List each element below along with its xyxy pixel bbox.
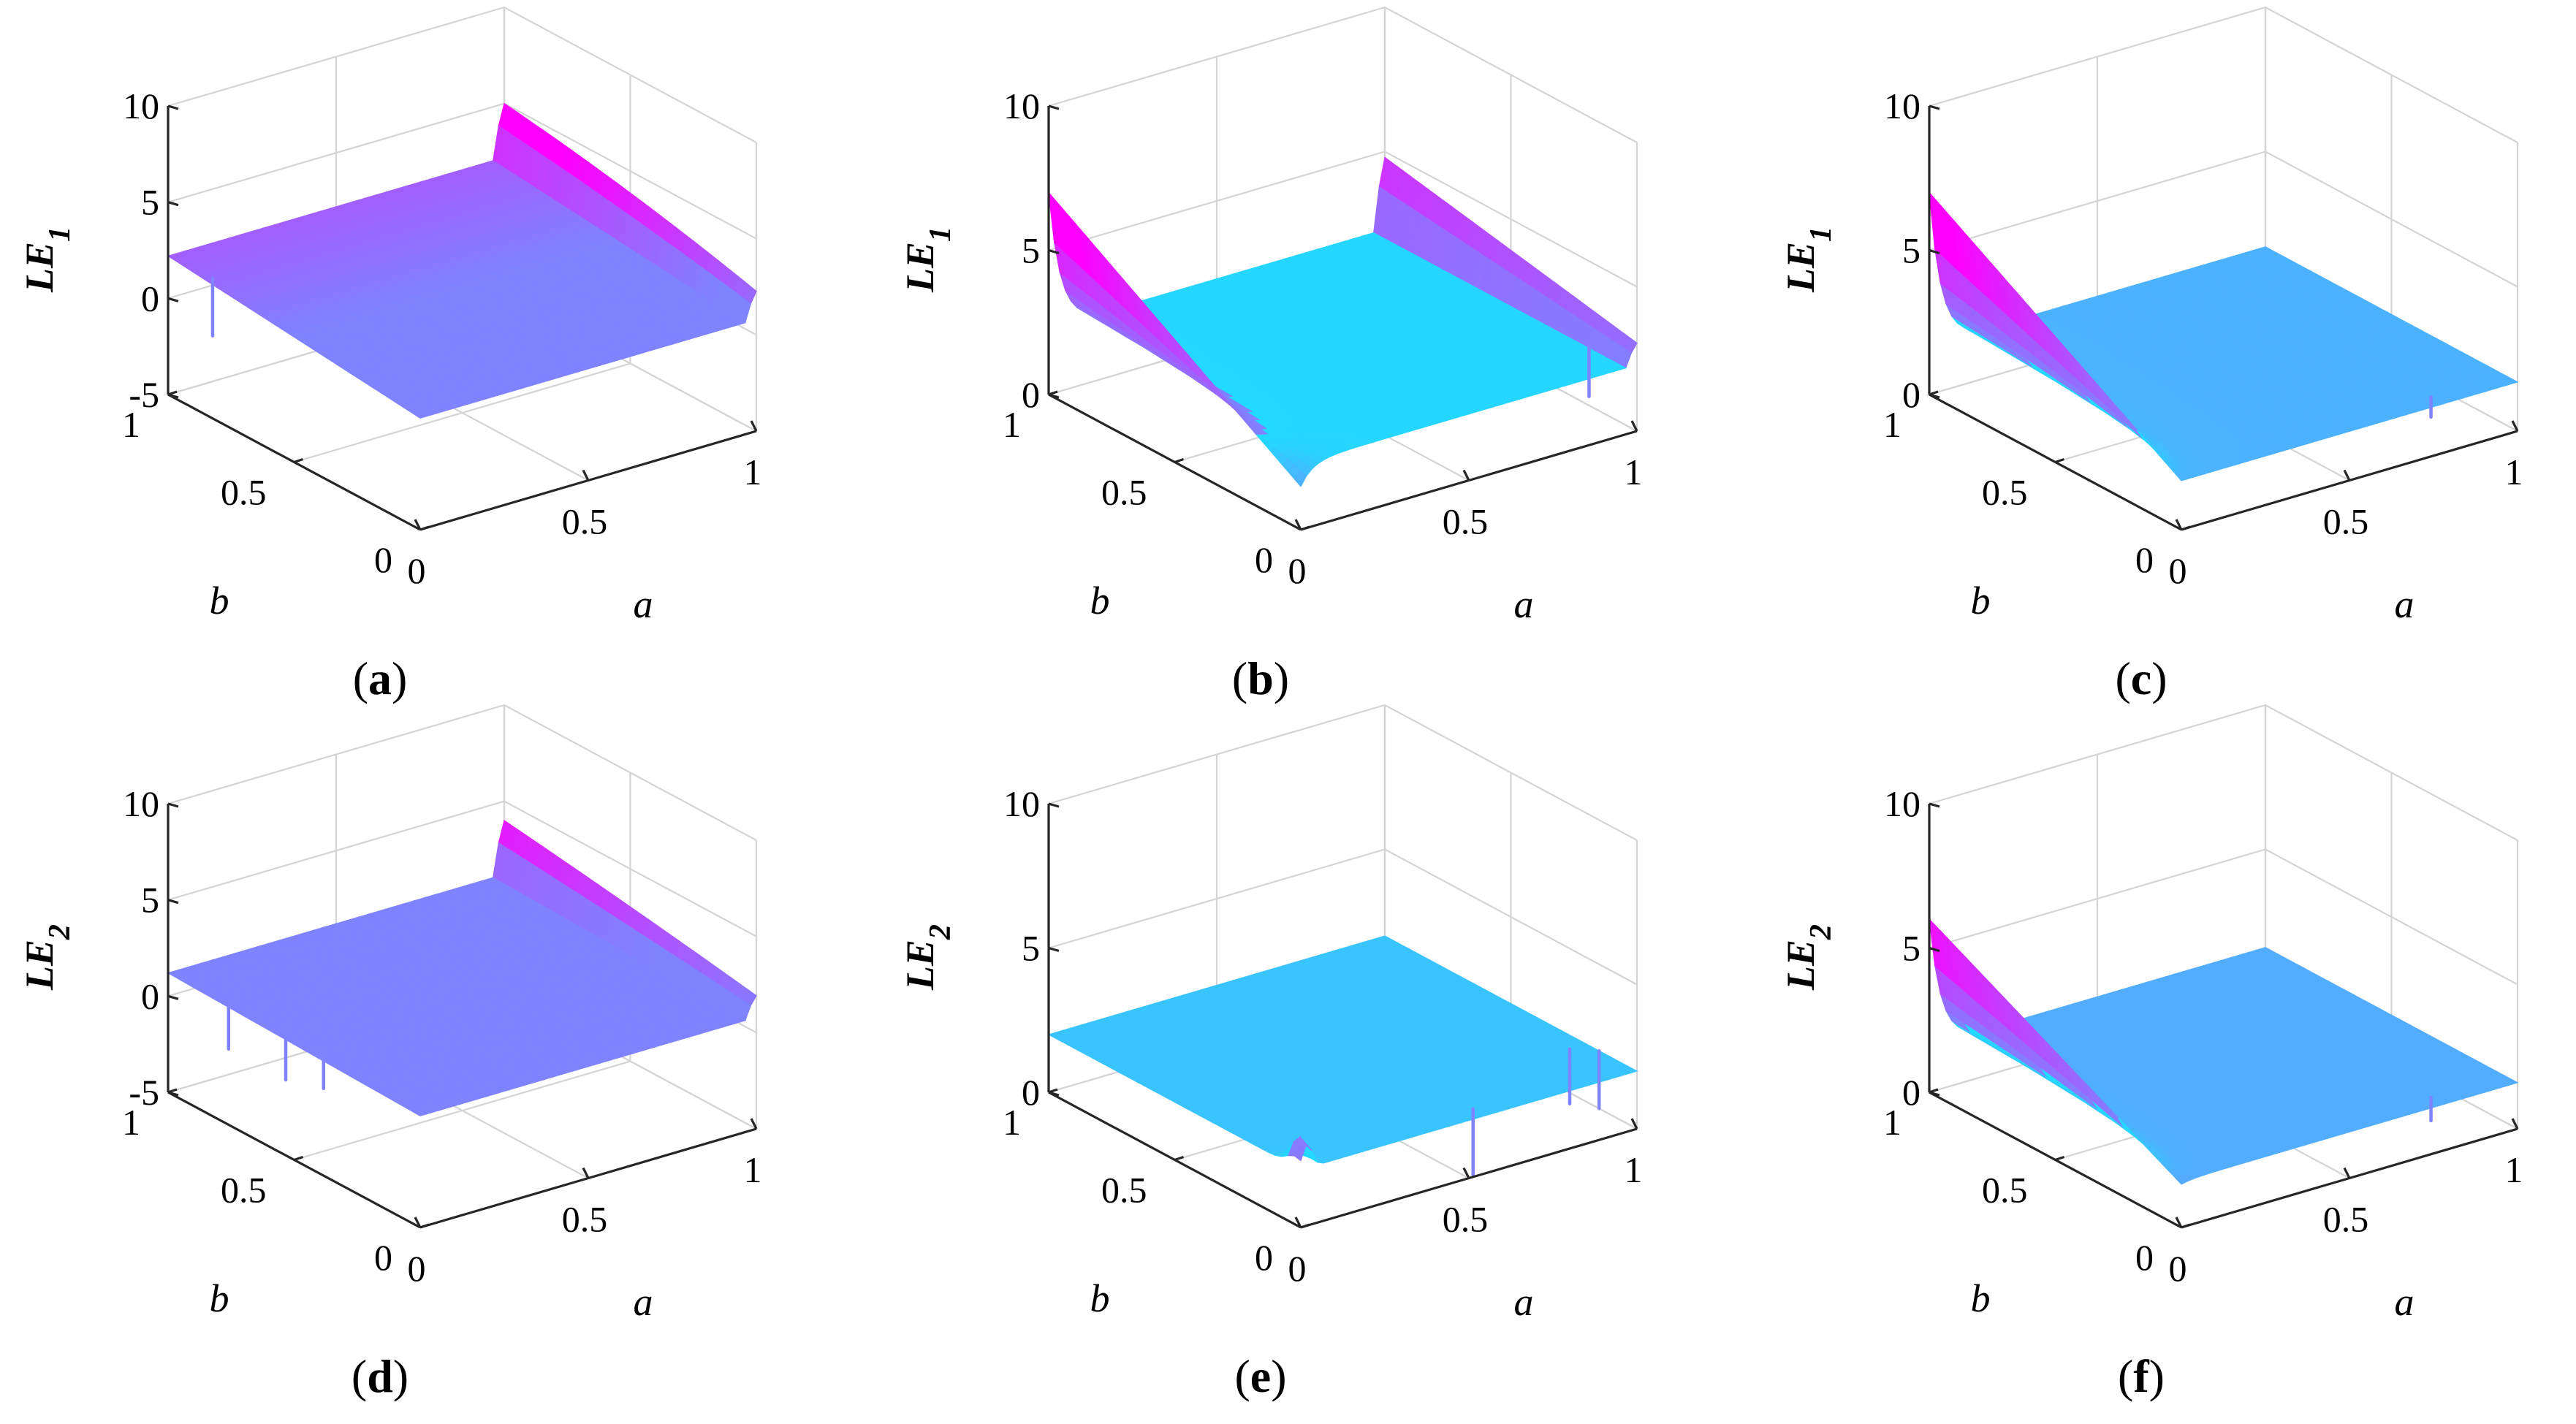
b-tick-mark [1174, 457, 1185, 464]
z-tick-mark [167, 393, 179, 399]
b-axis-label: b [1090, 579, 1110, 622]
a-tick-label: 1 [1625, 452, 1643, 492]
z-axis-label: LE1 [898, 226, 957, 293]
caption-open: ( [1232, 652, 1247, 704]
surface-c [1929, 191, 2519, 481]
z-axis-label-base: LE [18, 242, 61, 293]
b-tick-mark [1300, 525, 1310, 531]
a-tick-label: 0 [1288, 550, 1307, 591]
z-tick-label: 10 [1003, 85, 1040, 126]
grid-z-line [1929, 6, 2518, 143]
surface-b [1048, 156, 1638, 487]
caption-open: ( [353, 652, 368, 704]
panel-caption: (b) [1232, 652, 1289, 704]
z-tick-mark [1048, 393, 1060, 399]
z-tick-mark [167, 104, 179, 110]
z-axis-label: LE1 [18, 226, 77, 293]
b-tick-label: 0.5 [1101, 472, 1147, 513]
a-tick-label: 0 [408, 550, 426, 591]
caption-close: ) [1274, 652, 1289, 704]
b-tick-label: 0.5 [221, 472, 267, 513]
b-tick-label: 1 [1003, 404, 1021, 445]
b-tick-mark [419, 525, 430, 531]
z-axis-label-base: LE [898, 242, 942, 293]
caption-letter: b [1247, 652, 1274, 704]
z-axis-label-sub: 1 [924, 226, 957, 242]
b-tick-label: 0 [374, 539, 392, 580]
z-tick-mark [1048, 104, 1060, 110]
panel-caption: (a) [353, 652, 408, 704]
z-tick-label: 5 [1022, 230, 1040, 271]
z-tick-label: 5 [141, 182, 159, 223]
surface-a [167, 102, 757, 419]
z-tick-label: 0 [141, 278, 159, 319]
a-tick-label: 0.5 [1443, 501, 1489, 542]
a-tick-label: 1 [744, 452, 762, 492]
z-tick-label: -5 [129, 374, 159, 415]
caption-close: ) [392, 652, 407, 704]
z-tick-label: 0 [1022, 374, 1040, 415]
b-axis-label: b [210, 579, 229, 622]
z-tick-label: 10 [123, 85, 159, 126]
caption-letter: a [368, 652, 392, 704]
z-tick-mark [167, 297, 179, 302]
a-tick-label: 0.5 [562, 501, 608, 542]
b-tick-mark [293, 457, 304, 464]
a-axis-label: a [634, 582, 653, 626]
a-axis-label: a [1514, 582, 1534, 626]
z-tick-mark [167, 201, 179, 207]
z-axis-label-sub: 1 [43, 226, 77, 242]
grid-z-line [167, 6, 757, 143]
b-tick-label: 0 [1255, 539, 1273, 580]
grid-z-line [1048, 6, 1638, 143]
